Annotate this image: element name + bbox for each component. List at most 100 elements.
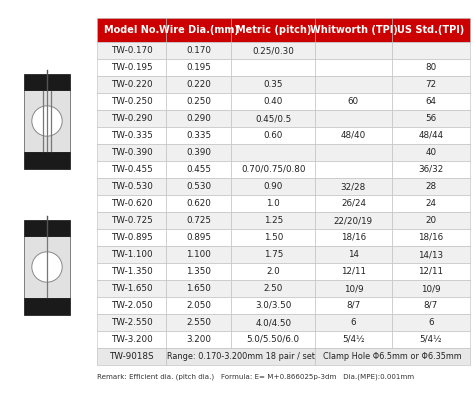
Bar bbox=[166, 229, 231, 246]
Bar bbox=[315, 297, 392, 314]
Bar bbox=[392, 331, 470, 348]
Text: 0.90: 0.90 bbox=[264, 182, 283, 191]
Bar bbox=[231, 331, 315, 348]
Bar bbox=[392, 144, 470, 161]
Bar bbox=[231, 212, 315, 229]
Text: 40: 40 bbox=[425, 148, 437, 157]
Bar bbox=[392, 127, 470, 144]
Text: 2.50: 2.50 bbox=[264, 284, 283, 293]
Text: 5/4½: 5/4½ bbox=[419, 335, 442, 344]
Text: 0.45/0.5: 0.45/0.5 bbox=[255, 114, 292, 123]
Bar bbox=[97, 18, 166, 42]
Bar bbox=[97, 110, 166, 127]
Text: US Std.(TPI): US Std.(TPI) bbox=[397, 25, 465, 35]
Bar bbox=[315, 229, 392, 246]
Bar bbox=[392, 263, 470, 280]
Text: 2.050: 2.050 bbox=[186, 301, 211, 310]
Bar bbox=[166, 161, 231, 178]
Bar bbox=[231, 229, 315, 246]
Bar bbox=[315, 212, 392, 229]
Text: 2.0: 2.0 bbox=[266, 267, 280, 276]
Text: Metric (pitch): Metric (pitch) bbox=[236, 25, 311, 35]
Text: Wire Dia.(mm): Wire Dia.(mm) bbox=[159, 25, 238, 35]
Text: 0.35: 0.35 bbox=[264, 80, 283, 89]
Bar bbox=[97, 42, 166, 59]
Text: 3.0/3.50: 3.0/3.50 bbox=[255, 301, 292, 310]
Bar bbox=[315, 110, 392, 127]
Bar bbox=[231, 246, 315, 263]
Bar bbox=[97, 93, 166, 110]
Bar bbox=[97, 76, 166, 93]
Text: TW-0.620: TW-0.620 bbox=[111, 199, 152, 208]
Bar bbox=[315, 59, 392, 76]
Text: 6: 6 bbox=[428, 318, 434, 327]
Bar bbox=[97, 195, 166, 212]
Text: 36/32: 36/32 bbox=[418, 165, 444, 174]
Bar bbox=[315, 246, 392, 263]
Bar bbox=[97, 161, 166, 178]
Text: TW-2.550: TW-2.550 bbox=[110, 318, 152, 327]
Bar bbox=[392, 297, 470, 314]
Text: 2.550: 2.550 bbox=[186, 318, 211, 327]
Text: 10/9: 10/9 bbox=[421, 284, 441, 293]
Text: Model No.: Model No. bbox=[104, 25, 159, 35]
Bar bbox=[231, 263, 315, 280]
Text: 0.290: 0.290 bbox=[186, 114, 211, 123]
Bar bbox=[166, 280, 231, 297]
Text: 12/11: 12/11 bbox=[341, 267, 366, 276]
Text: 80: 80 bbox=[425, 63, 437, 72]
Bar bbox=[97, 348, 166, 365]
Bar bbox=[392, 246, 470, 263]
Bar bbox=[97, 314, 166, 331]
Bar bbox=[231, 42, 315, 59]
Bar bbox=[97, 178, 166, 195]
Bar bbox=[97, 263, 166, 280]
Bar bbox=[24, 236, 70, 298]
Bar bbox=[166, 110, 231, 127]
Text: TW-9018S: TW-9018S bbox=[109, 352, 154, 361]
Bar bbox=[392, 229, 470, 246]
Text: 0.70/0.75/0.80: 0.70/0.75/0.80 bbox=[241, 165, 305, 174]
Text: 72: 72 bbox=[425, 80, 437, 89]
Bar bbox=[97, 246, 166, 263]
Text: 1.0: 1.0 bbox=[266, 199, 280, 208]
Text: 48/40: 48/40 bbox=[341, 131, 366, 140]
Text: 14: 14 bbox=[348, 250, 359, 259]
Bar bbox=[166, 127, 231, 144]
Bar bbox=[231, 76, 315, 93]
Text: 10/9: 10/9 bbox=[344, 284, 363, 293]
Bar bbox=[315, 331, 392, 348]
Bar bbox=[315, 93, 392, 110]
Bar bbox=[166, 144, 231, 161]
Text: 1.75: 1.75 bbox=[264, 250, 283, 259]
Text: Whitworth (TPI): Whitworth (TPI) bbox=[310, 25, 397, 35]
Bar bbox=[231, 127, 315, 144]
Bar bbox=[392, 76, 470, 93]
Text: Remark: Efficient dia. (pitch dia.)   Formula: E= M+0.866025p-3dm   Dia.(MPE):0.: Remark: Efficient dia. (pitch dia.) Form… bbox=[97, 374, 414, 380]
Text: 0.390: 0.390 bbox=[186, 148, 211, 157]
Bar bbox=[315, 280, 392, 297]
Bar bbox=[315, 144, 392, 161]
Bar bbox=[392, 93, 470, 110]
Text: 4.0/4.50: 4.0/4.50 bbox=[255, 318, 292, 327]
Bar bbox=[166, 178, 231, 195]
Text: 0.455: 0.455 bbox=[186, 165, 211, 174]
Text: TW-0.390: TW-0.390 bbox=[110, 148, 152, 157]
Bar bbox=[231, 93, 315, 110]
Text: 5.0/5.50/6.0: 5.0/5.50/6.0 bbox=[246, 335, 300, 344]
Text: 5/4½: 5/4½ bbox=[342, 335, 365, 344]
Bar bbox=[315, 195, 392, 212]
Text: 24: 24 bbox=[425, 199, 437, 208]
Bar bbox=[231, 110, 315, 127]
Text: Clamp Hole Φ6.5mm or Φ6.35mm: Clamp Hole Φ6.5mm or Φ6.35mm bbox=[323, 352, 462, 361]
Bar bbox=[231, 178, 315, 195]
Text: 0.530: 0.530 bbox=[186, 182, 211, 191]
Text: 0.170: 0.170 bbox=[186, 46, 211, 55]
Text: 0.620: 0.620 bbox=[186, 199, 211, 208]
Text: TW-0.250: TW-0.250 bbox=[110, 97, 152, 106]
Bar bbox=[97, 59, 166, 76]
Text: TW-0.220: TW-0.220 bbox=[111, 80, 152, 89]
Text: TW-0.725: TW-0.725 bbox=[110, 216, 152, 225]
Circle shape bbox=[32, 106, 62, 136]
Bar bbox=[315, 76, 392, 93]
